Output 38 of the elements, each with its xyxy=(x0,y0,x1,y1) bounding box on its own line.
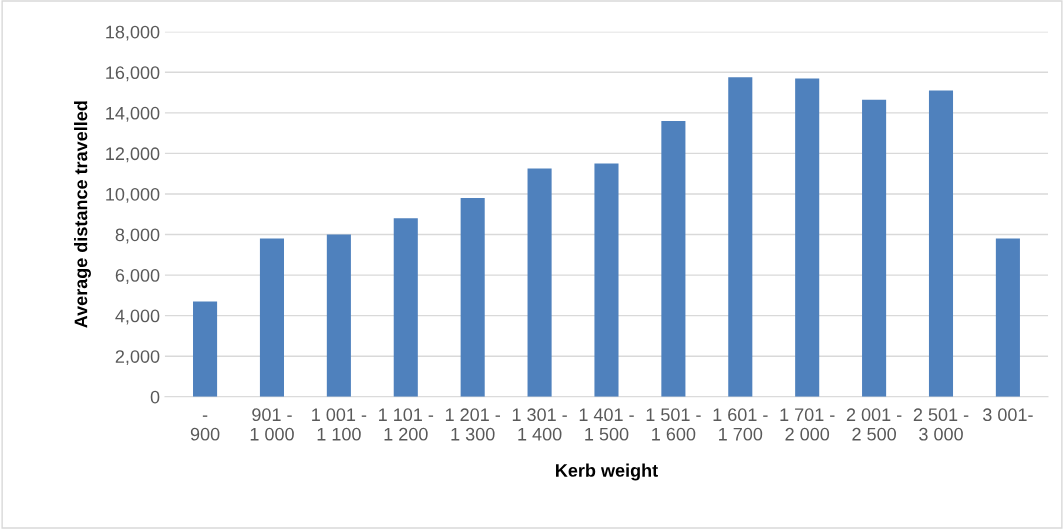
y-tick-label: 14,000 xyxy=(106,106,160,122)
x-tick-label: 1 301 - 1 400 xyxy=(512,408,567,441)
x-axis-title: Kerb weight xyxy=(556,463,658,481)
bar xyxy=(259,238,285,397)
x-tick-label: 2 501 - 3 000 xyxy=(913,408,969,441)
x-tick-label: - 900 xyxy=(190,415,220,441)
y-tick-label: 12,000 xyxy=(106,147,160,163)
bar xyxy=(594,163,619,397)
x-tick-label: 2 001 - 2 500 xyxy=(846,408,902,441)
x-tick-label: 1 401 - 1 500 xyxy=(579,408,634,441)
x-tick-label: 1 201 - 1 300 xyxy=(445,408,500,441)
bar xyxy=(527,168,552,397)
y-tick-label: 8,000 xyxy=(115,228,160,244)
y-tick-label: 16,000 xyxy=(106,66,160,82)
bar xyxy=(728,77,753,397)
x-tick-label: 1 501 - 1 600 xyxy=(646,408,701,441)
x-tick-label: 1 001 - 1 100 xyxy=(312,408,367,441)
bar xyxy=(862,99,887,397)
x-tick-label: 1 701 - 2 000 xyxy=(780,408,835,441)
y-tick-label: 18,000 xyxy=(106,25,160,41)
y-axis-title: Average distance travelled xyxy=(74,101,91,328)
bar xyxy=(193,301,218,397)
x-tick-label: 901 - 1 000 xyxy=(250,408,294,441)
bar xyxy=(995,238,1020,397)
bar xyxy=(661,120,686,397)
y-tick-label: 10,000 xyxy=(106,187,160,203)
y-tick-label: 4,000 xyxy=(115,309,160,325)
y-tick-label: 2,000 xyxy=(115,350,160,366)
x-tick-label: 1 101 - 1 200 xyxy=(379,408,434,441)
bar xyxy=(460,198,485,397)
bar xyxy=(928,90,954,397)
bar xyxy=(795,78,820,397)
x-tick-label: 3 001- xyxy=(982,408,1033,422)
bar xyxy=(326,234,351,397)
bar xyxy=(393,218,418,397)
y-tick-label: 0 xyxy=(150,390,160,404)
x-tick-label: 1 601 - 1 700 xyxy=(713,408,768,441)
y-tick-label: 6,000 xyxy=(115,269,160,284)
